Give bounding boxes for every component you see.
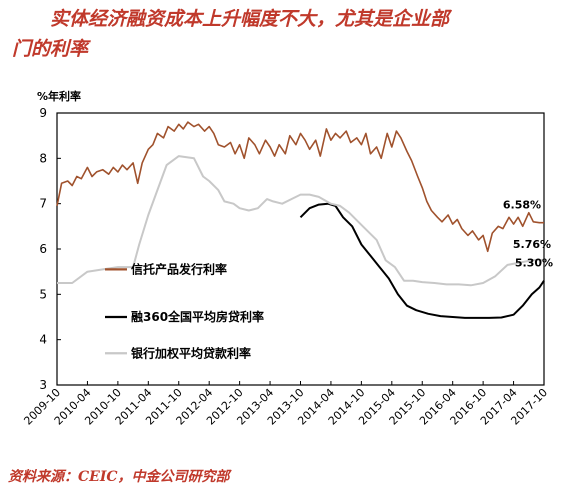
y-tick-label: 9 bbox=[39, 106, 47, 120]
data-label: 5.76% bbox=[513, 238, 551, 251]
y-tick-label: 6 bbox=[39, 242, 47, 256]
data-label: 6.58% bbox=[503, 199, 541, 212]
legend-label-3: 银行加权平均贷款利率 bbox=[131, 345, 251, 360]
series-line-1 bbox=[56, 121, 544, 253]
source-note: 资料来源：CEIC，中金公司研究部 bbox=[8, 469, 230, 485]
line-chart: %年利率34567892009-102010-042010-102011-042… bbox=[21, 89, 553, 428]
chart-container: %年利率 3 4 5 6 7 8 9 2009-10 2010-04 2010-10 2011-04 2… bbox=[12, 70, 568, 455]
data-label: 5.30% bbox=[515, 257, 553, 270]
plot-frame bbox=[56, 112, 545, 386]
y-tick-label: 3 bbox=[39, 378, 47, 392]
y-axis-label: %年利率 bbox=[37, 89, 81, 103]
y-tick-label: 8 bbox=[39, 151, 47, 165]
chart-title-line1: 实体经济融资成本上升幅度不大，尤其是企业部 bbox=[50, 8, 450, 30]
y-tick-label: 5 bbox=[39, 287, 47, 301]
series-line-3 bbox=[57, 155, 545, 287]
y-tick-label: 4 bbox=[39, 333, 47, 347]
chart-title-line2: 门的利率 bbox=[12, 38, 89, 60]
legend-label-1: 信托产品发行利率 bbox=[131, 261, 227, 276]
y-tick-label: 7 bbox=[39, 197, 47, 211]
series-line-2 bbox=[299, 202, 545, 319]
legend-label-2: 融360全国平均房贷利率 bbox=[131, 309, 264, 324]
